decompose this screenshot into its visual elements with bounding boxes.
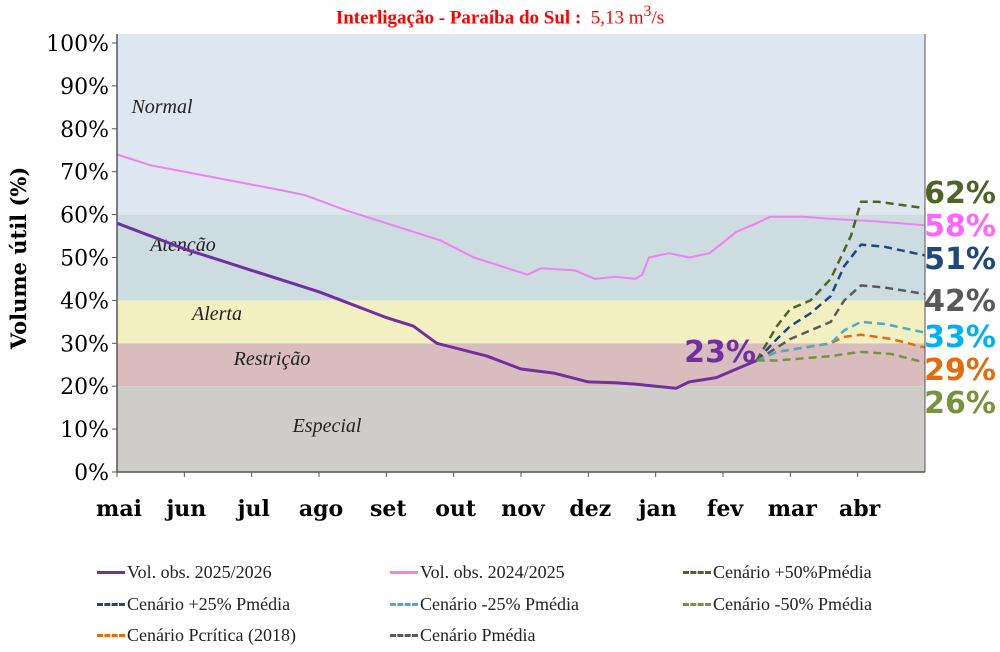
y-tick-label: 70% <box>60 161 109 186</box>
legend-item: Cenário Pcrítica (2018) <box>97 625 296 646</box>
chart: Especial Restrição Alerta Atenção Normal 0% 1… <box>6 32 996 522</box>
legend-item: Cenário +25% Pmédia <box>97 594 290 615</box>
title-value: 5,13 m <box>590 7 644 29</box>
series-line-3 <box>755 243 926 362</box>
x-tick-label: set <box>370 496 407 522</box>
y-tick-label: 20% <box>60 375 109 400</box>
legend-item: Vol. obs. 2025/2026 <box>97 562 272 583</box>
zone-label: Especial <box>292 415 362 437</box>
value-annotation: 29% <box>924 353 996 388</box>
value-annotation: 23% <box>684 335 756 370</box>
zone-1 <box>117 343 925 387</box>
value-annotation: 62% <box>924 176 996 211</box>
x-tick-label: out <box>435 496 477 522</box>
legend-swatch <box>683 603 711 606</box>
legend-label: Cenário Pcrítica (2018) <box>127 625 296 645</box>
y-tick-label: 0% <box>74 461 109 486</box>
x-tick-label: abr <box>839 496 881 522</box>
y-tick-label: 80% <box>60 118 109 143</box>
legend-label: Cenário -25% Pmédia <box>420 594 579 614</box>
zone-2 <box>117 300 925 344</box>
legend-label: Cenário Pmédia <box>420 625 536 645</box>
value-annotation: 51% <box>924 242 996 277</box>
y-axis-label: Volume útil (%) <box>6 167 31 351</box>
x-tick-label: mai <box>96 496 142 522</box>
y-tick-label: 30% <box>60 332 109 357</box>
x-tick-label: jul <box>236 496 270 522</box>
series-line-7 <box>756 284 926 362</box>
x-tick-label: jun <box>164 496 206 522</box>
legend-item: Cenário -50% Pmédia <box>683 594 872 615</box>
legend-swatch <box>97 603 125 606</box>
legend-label: Cenário -50% Pmédia <box>713 594 872 614</box>
legend-item: Vol. obs. 2024/2025 <box>390 562 565 583</box>
title-text: Interligação - Paraíba do Sul : <box>335 7 582 29</box>
series-line-5 <box>756 350 926 364</box>
x-tick-label: fev <box>707 496 744 522</box>
legend-item: Cenário +50%Pmédia <box>683 562 872 583</box>
legend-label: Vol. obs. 2024/2025 <box>420 562 565 582</box>
legend-swatch <box>97 634 125 637</box>
legend-item: Cenário -25% Pmédia <box>390 594 579 615</box>
y-tick-label: 50% <box>60 247 109 272</box>
x-tick-label: nov <box>501 496 546 522</box>
value-annotation: 58% <box>924 209 996 244</box>
y-tick-label: 40% <box>60 289 109 314</box>
y-tick-label: 60% <box>60 204 109 229</box>
legend-label: Cenário +25% Pmédia <box>127 594 291 614</box>
y-tick-label: 100% <box>46 32 109 57</box>
zone-label: Normal <box>130 96 193 118</box>
zone-label: Atenção <box>148 234 216 256</box>
legend-swatch <box>390 634 418 637</box>
value-annotation: 42% <box>924 284 996 319</box>
series-line-4 <box>756 320 926 362</box>
legend-label: Vol. obs. 2025/2026 <box>127 562 272 582</box>
series-line-0 <box>116 221 758 390</box>
x-tick-label: dez <box>569 496 611 522</box>
legend-label: Cenário +50%Pmédia <box>713 562 872 582</box>
zone-3 <box>117 214 925 301</box>
legend-swatch <box>683 571 711 574</box>
legend-swatch <box>390 603 418 606</box>
y-tick-label: 90% <box>60 75 109 100</box>
zone-label: Restrição <box>233 348 311 370</box>
legend-item: Cenário Pmédia <box>390 625 535 646</box>
zone-4 <box>117 34 925 215</box>
series-line-1 <box>116 153 926 280</box>
zone-0 <box>117 386 925 472</box>
y-tick-label: 10% <box>60 418 109 443</box>
x-tick-label: jan <box>637 496 677 522</box>
chart-title: Interligação - Paraíba do Sul : 5,13 m3/… <box>0 0 1000 30</box>
legend-swatch <box>390 571 418 574</box>
title-unit: /s <box>651 7 665 29</box>
x-tick-label: ago <box>299 496 343 522</box>
value-annotation: 33% <box>924 320 996 355</box>
zone-label: Alerta <box>190 303 242 325</box>
title-sup: 3 <box>643 3 652 20</box>
value-annotation: 26% <box>924 386 996 421</box>
legend-swatch <box>97 571 125 574</box>
x-tick-label: mar <box>768 496 818 522</box>
